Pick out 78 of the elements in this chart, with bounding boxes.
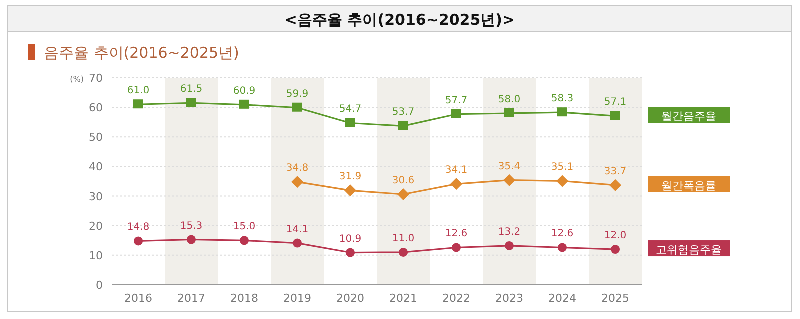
- y-tick-label: 40: [89, 160, 103, 174]
- data-label: 60.9: [233, 86, 256, 97]
- x-tick-label: 2021: [390, 292, 418, 305]
- data-label: 58.3: [551, 94, 574, 105]
- x-tick-label: 2024: [548, 292, 576, 305]
- chart-title: <음주율 추이(2016~2025년)>: [284, 11, 516, 29]
- text: 월간폭음률: [662, 179, 716, 192]
- point: [346, 118, 356, 128]
- point: [558, 108, 568, 117]
- point: [505, 241, 514, 250]
- point: [292, 102, 302, 112]
- data-label: 34.1: [445, 165, 468, 176]
- point: [504, 174, 516, 186]
- data-label: 31.9: [339, 172, 362, 183]
- y-tick-label: 60: [89, 102, 103, 115]
- chart-subtitle: 음주율 추이(2016~2025년): [44, 44, 240, 62]
- point: [398, 188, 410, 201]
- data-label: 30.6: [392, 176, 415, 187]
- data-label: 53.7: [392, 107, 415, 118]
- x-tick-label: 2022: [442, 292, 470, 305]
- point: [293, 238, 302, 248]
- text: 고위험음주율: [656, 244, 722, 257]
- data-label: 35.4: [498, 161, 521, 172]
- y-axis-title: (%): [70, 75, 84, 84]
- data-label: 57.1: [604, 97, 627, 108]
- data-label: 59.9: [286, 88, 309, 100]
- y-tick-label: 30: [89, 190, 103, 204]
- data-label: 61.0: [127, 86, 150, 97]
- x-tick-label: 2020: [336, 292, 364, 305]
- x-tick-label: 2016: [124, 292, 152, 305]
- x-tick-label: 2019: [284, 292, 312, 305]
- data-label: 11.0: [392, 233, 415, 244]
- data-label: 14.1: [286, 224, 309, 236]
- point: [399, 248, 408, 257]
- point: [292, 176, 304, 188]
- point: [346, 248, 355, 258]
- y-tick-label: 10: [89, 249, 103, 262]
- point: [186, 98, 196, 108]
- data-label: 57.7: [445, 95, 468, 106]
- point: [344, 184, 356, 197]
- data-label: 14.8: [127, 222, 150, 234]
- y-tick-label: 70: [89, 72, 103, 85]
- point: [610, 111, 620, 120]
- data-label: 10.9: [339, 234, 362, 245]
- y-tick-label: 50: [89, 131, 103, 144]
- data-label: 58.0: [498, 94, 521, 106]
- data-label: 13.2: [498, 226, 521, 238]
- point: [134, 236, 143, 246]
- point: [452, 243, 461, 252]
- point: [610, 179, 622, 192]
- data-label: 15.0: [233, 222, 256, 233]
- x-tick-label: 2017: [178, 292, 206, 305]
- y-tick-label: 20: [89, 220, 103, 233]
- data-label: 61.5: [180, 84, 203, 96]
- point: [187, 235, 196, 244]
- y-tick-label: 0: [96, 279, 103, 292]
- x-tick-label: 2025: [602, 292, 630, 305]
- point: [452, 109, 462, 118]
- data-label: 12.6: [551, 228, 574, 240]
- point: [450, 178, 462, 190]
- data-label: 15.3: [180, 220, 203, 232]
- data-label: 33.7: [604, 166, 627, 178]
- data-label: 35.1: [551, 162, 574, 174]
- point: [611, 245, 620, 254]
- point: [240, 236, 249, 246]
- x-tick-label: 2018: [230, 292, 258, 305]
- data-label: 34.8: [286, 163, 309, 174]
- point: [398, 121, 408, 130]
- point: [134, 100, 144, 109]
- point: [240, 100, 250, 109]
- point: [556, 175, 568, 188]
- data-label: 54.7: [339, 104, 362, 116]
- point: [558, 243, 567, 252]
- point: [504, 108, 514, 118]
- x-tick-label: 2023: [496, 292, 524, 305]
- data-label: 12.0: [604, 230, 627, 242]
- text: 월간음주율: [662, 110, 716, 124]
- data-label: 12.6: [445, 228, 468, 240]
